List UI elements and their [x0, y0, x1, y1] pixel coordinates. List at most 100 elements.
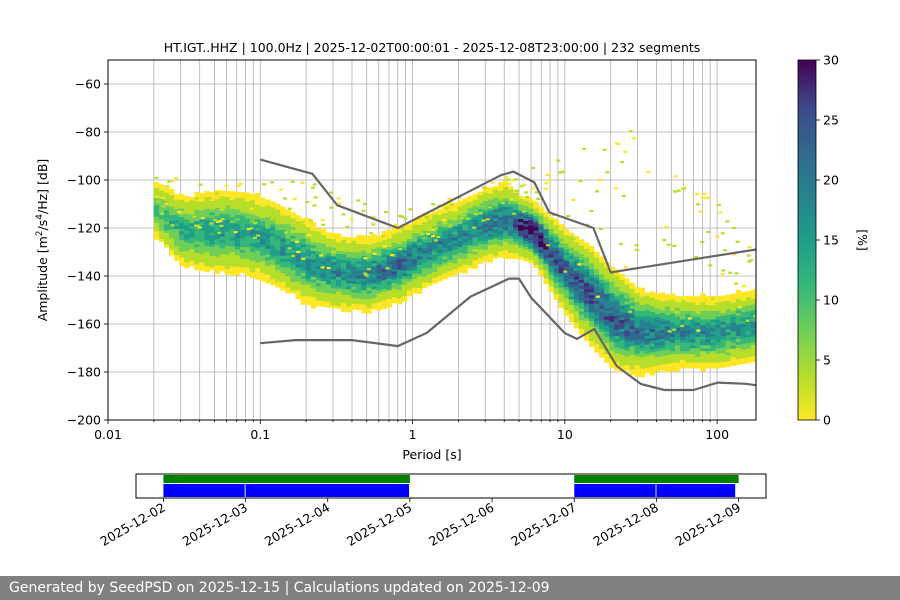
- density-cell: [239, 206, 246, 210]
- density-cell: [664, 294, 671, 298]
- density-cell-sparse: [198, 183, 203, 186]
- density-cell: [184, 233, 190, 237]
- density-cell: [548, 222, 554, 226]
- density-cell: [376, 247, 382, 251]
- density-cell: [639, 287, 645, 291]
- density-cell: [285, 258, 291, 262]
- density-cell: [204, 242, 210, 247]
- density-cell: [649, 291, 656, 295]
- density-cell: [594, 265, 600, 270]
- density-cell: [543, 272, 549, 276]
- density-cell: [705, 345, 711, 349]
- density-cell-sparse: [238, 182, 243, 186]
- density-cell: [153, 236, 160, 240]
- density-cell: [690, 319, 696, 323]
- density-cell: [330, 287, 337, 291]
- density-cell: [649, 337, 656, 341]
- density-cell: [336, 299, 342, 303]
- density-cell: [558, 267, 565, 271]
- density-cell-sparse: [533, 206, 538, 209]
- density-cell: [472, 234, 478, 238]
- density-cell: [629, 357, 635, 361]
- noise-model-nhnm: [260, 158, 756, 274]
- density-cell: [255, 250, 261, 254]
- density-cell: [325, 269, 332, 274]
- density-cell: [153, 228, 160, 232]
- density-cell: [583, 311, 590, 315]
- density-cell: [487, 227, 494, 232]
- density-cell-sparse: [725, 220, 730, 223]
- density-cell: [538, 269, 544, 274]
- density-cell: [659, 355, 666, 360]
- density-cell: [745, 331, 752, 335]
- density-cell: [604, 302, 610, 306]
- density-cell: [548, 268, 554, 272]
- density-cell: [583, 334, 590, 338]
- density-cell: [427, 253, 433, 258]
- density-cell: [508, 246, 514, 251]
- density-cell-sparse: [487, 206, 492, 209]
- density-cell: [310, 305, 317, 309]
- density-cell: [275, 241, 281, 245]
- density-cell: [214, 210, 220, 214]
- density-cell: [239, 197, 246, 201]
- density-cell: [447, 216, 453, 220]
- density-cell: [750, 330, 756, 334]
- density-cell: [158, 236, 165, 240]
- density-cell: [396, 243, 403, 247]
- density-cell: [204, 205, 210, 209]
- density-cell: [508, 203, 514, 207]
- density-cell: [427, 230, 433, 234]
- density-cell: [280, 206, 286, 210]
- density-cell: [376, 301, 382, 305]
- density-cell: [396, 252, 403, 256]
- density-cell-sparse: [191, 215, 196, 218]
- x-tick-label: 1: [409, 427, 417, 442]
- density-cell: [305, 261, 312, 265]
- density-cell: [634, 327, 640, 331]
- density-cell: [715, 339, 721, 343]
- density-cell: [568, 299, 575, 303]
- density-cell: [467, 196, 473, 200]
- density-cell: [351, 277, 357, 281]
- density-cell: [351, 306, 357, 310]
- density-cell: [735, 350, 742, 354]
- density-cell: [518, 230, 524, 234]
- density-cell: [624, 292, 630, 296]
- density-cell: [305, 281, 312, 285]
- density-cell: [604, 281, 610, 286]
- density-cell: [563, 283, 570, 288]
- density-cell: [669, 359, 676, 363]
- density-cell: [416, 258, 423, 263]
- density-cell: [396, 286, 403, 291]
- density-cell: [578, 291, 585, 295]
- density-cell: [725, 317, 731, 321]
- density-cell: [659, 315, 666, 319]
- density-cell: [492, 200, 499, 204]
- density-cell: [255, 273, 261, 277]
- density-cell: [513, 235, 519, 239]
- density-cell: [634, 321, 640, 325]
- density-cell: [543, 280, 549, 285]
- density-cell: [609, 315, 615, 320]
- density-cell: [740, 343, 747, 347]
- density-cell: [391, 294, 398, 298]
- density-cell: [249, 208, 256, 212]
- density-cell: [624, 356, 630, 360]
- density-cell: [300, 272, 306, 277]
- density-cell: [467, 259, 473, 263]
- density-cell: [715, 330, 721, 334]
- density-cell: [644, 306, 651, 311]
- density-cell: [442, 253, 448, 257]
- density-cell: [184, 250, 190, 254]
- density-cell: [270, 241, 276, 245]
- density-cell: [194, 192, 200, 196]
- density-cell: [669, 351, 676, 355]
- density-cell: [705, 304, 711, 308]
- density-cell: [239, 266, 246, 271]
- density-cell: [685, 330, 691, 334]
- density-cell: [255, 221, 261, 225]
- density-cell-sparse: [476, 204, 481, 207]
- density-cell: [189, 260, 195, 264]
- density-cell: [310, 233, 317, 237]
